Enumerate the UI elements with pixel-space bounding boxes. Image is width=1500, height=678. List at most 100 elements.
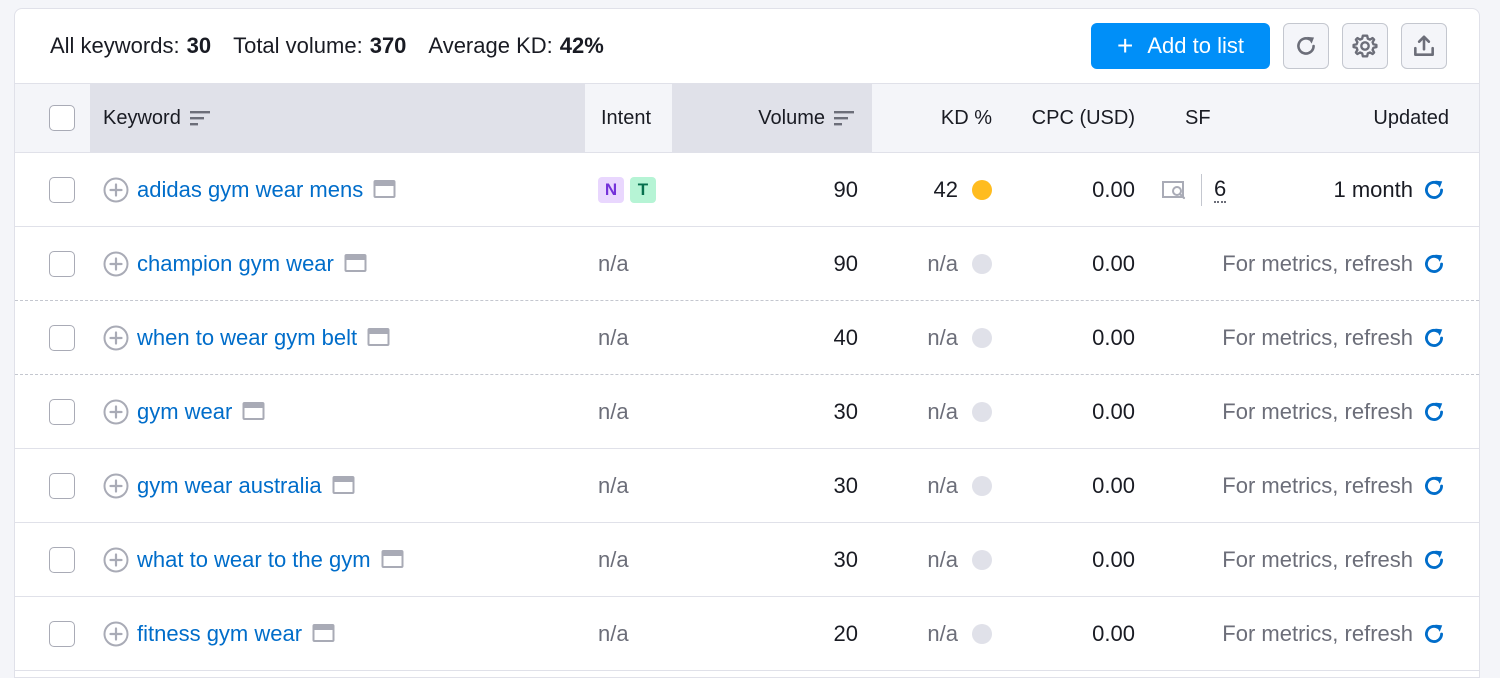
refresh-row-button[interactable] xyxy=(1413,399,1447,425)
volume-value: 30 xyxy=(833,546,858,572)
sort-icon xyxy=(834,111,854,126)
column-kd[interactable]: KD % xyxy=(872,84,992,152)
intent-value: n/a xyxy=(598,546,629,572)
row-select-cell xyxy=(49,597,75,670)
serp-features-icon xyxy=(1162,180,1186,199)
add-circle-icon xyxy=(103,251,129,276)
updated-value: For metrics, refresh xyxy=(1222,546,1413,572)
row-checkbox[interactable] xyxy=(49,620,75,647)
volume-cell: 30 xyxy=(715,375,858,448)
kd-indicator-dot xyxy=(972,401,992,422)
column-keyword[interactable]: Keyword xyxy=(90,84,585,152)
keyword-cell: champion gym wear xyxy=(103,227,368,300)
updated-value: 1 month xyxy=(1333,176,1414,202)
volume-value: 40 xyxy=(833,324,858,350)
kd-value: n/a xyxy=(927,620,958,646)
intent-value: n/a xyxy=(598,250,629,276)
toolbar: + Add to list xyxy=(1091,23,1447,69)
row-select-cell xyxy=(49,227,75,300)
serp-icon xyxy=(344,253,367,272)
cpc-cell: 0.00 xyxy=(1005,523,1135,596)
refresh-icon xyxy=(1425,550,1443,569)
table-row: what to wear to the gym n/a 30 n/a 0.00 For m… xyxy=(15,523,1479,597)
kd-indicator-dot xyxy=(972,253,992,274)
table-row: gym wear n/a 30 n/a 0.00 For metrics, refresh xyxy=(15,375,1479,449)
kd-indicator-dot xyxy=(972,623,992,644)
export-button[interactable] xyxy=(1401,23,1447,69)
refresh-icon xyxy=(1425,476,1443,495)
row-checkbox[interactable] xyxy=(49,250,75,277)
row-select-cell xyxy=(49,153,75,226)
select-all-checkbox[interactable] xyxy=(49,105,75,131)
keyword-link[interactable]: champion gym wear xyxy=(137,250,334,276)
refresh-row-button[interactable] xyxy=(1413,473,1447,499)
volume-cell: 90 xyxy=(715,227,858,300)
row-select-cell xyxy=(49,523,75,596)
keyword-link[interactable]: gym wear xyxy=(137,398,233,424)
column-intent[interactable]: Intent xyxy=(601,84,651,152)
column-volume[interactable]: Volume xyxy=(672,84,872,152)
updated-cell: For metrics, refresh xyxy=(1222,375,1447,448)
keyword-cell: when to wear gym belt xyxy=(103,301,391,374)
select-all-cell xyxy=(49,84,75,152)
kd-value: n/a xyxy=(927,472,958,498)
keyword-link[interactable]: when to wear gym belt xyxy=(137,324,358,350)
table-header: Keyword Intent Volume KD % CPC (USD) S xyxy=(15,83,1479,153)
updated-value: For metrics, refresh xyxy=(1222,620,1413,646)
sf-count[interactable]: 6 xyxy=(1214,175,1227,203)
serp-icon xyxy=(381,549,404,568)
row-checkbox[interactable] xyxy=(49,324,75,351)
cpc-value: 0.00 xyxy=(1092,250,1135,276)
column-intent-label: Intent xyxy=(601,106,652,129)
kd-value: n/a xyxy=(927,546,958,572)
keyword-link[interactable]: fitness gym wear xyxy=(137,620,303,646)
keyword-link[interactable]: adidas gym wear mens xyxy=(137,176,364,202)
add-to-list-button[interactable]: + Add to list xyxy=(1091,23,1270,69)
row-select-cell xyxy=(49,449,75,522)
row-checkbox[interactable] xyxy=(49,546,75,573)
intent-value: n/a xyxy=(598,324,629,350)
keyword-link[interactable]: gym wear australia xyxy=(137,472,322,498)
intent-value: n/a xyxy=(598,620,629,646)
volume-cell: 30 xyxy=(715,449,858,522)
refresh-row-button[interactable] xyxy=(1413,251,1447,277)
column-cpc[interactable]: CPC (USD) xyxy=(1005,84,1135,152)
refresh-row-button[interactable] xyxy=(1413,177,1447,203)
refresh-row-button[interactable] xyxy=(1413,547,1447,573)
column-sf[interactable]: SF xyxy=(1185,84,1211,152)
row-checkbox[interactable] xyxy=(49,472,75,499)
row-checkbox[interactable] xyxy=(49,176,75,203)
column-updated[interactable]: Updated xyxy=(1265,84,1449,152)
kd-cell: 42 xyxy=(872,153,992,226)
serp-icon xyxy=(242,401,265,420)
updated-value: For metrics, refresh xyxy=(1222,472,1413,498)
add-to-list-label: Add to list xyxy=(1147,33,1244,58)
refresh-button[interactable] xyxy=(1283,23,1329,69)
cpc-value: 0.00 xyxy=(1092,620,1135,646)
cpc-value: 0.00 xyxy=(1092,472,1135,498)
upload-icon xyxy=(1414,35,1434,56)
all-keywords-value: 30 xyxy=(186,33,212,58)
intent-value: n/a xyxy=(598,398,629,424)
kd-value: n/a xyxy=(927,398,958,424)
cpc-cell: 0.00 xyxy=(1005,153,1135,226)
cpc-cell: 0.00 xyxy=(1005,227,1135,300)
refresh-row-button[interactable] xyxy=(1413,621,1447,647)
updated-cell: 1 month xyxy=(1334,153,1448,226)
row-select-cell xyxy=(49,301,75,374)
total-volume-label: Total volume: xyxy=(233,33,363,58)
settings-button[interactable] xyxy=(1342,23,1388,69)
volume-cell: 30 xyxy=(715,523,858,596)
updated-cell: For metrics, refresh xyxy=(1222,301,1447,374)
keyword-cell: fitness gym wear xyxy=(103,597,336,670)
volume-cell: 90 xyxy=(715,153,858,226)
updated-cell: For metrics, refresh xyxy=(1222,449,1447,522)
keyword-link[interactable]: what to wear to the gym xyxy=(137,546,371,572)
intent-cell: n/a xyxy=(598,375,629,448)
cpc-cell: 0.00 xyxy=(1005,597,1135,670)
volume-value: 20 xyxy=(833,620,858,646)
refresh-row-button[interactable] xyxy=(1413,325,1447,351)
row-checkbox[interactable] xyxy=(49,398,75,425)
table-row: gym wear australia n/a 30 n/a 0.00 For metric… xyxy=(15,449,1479,523)
total-volume-value: 370 xyxy=(369,33,407,58)
